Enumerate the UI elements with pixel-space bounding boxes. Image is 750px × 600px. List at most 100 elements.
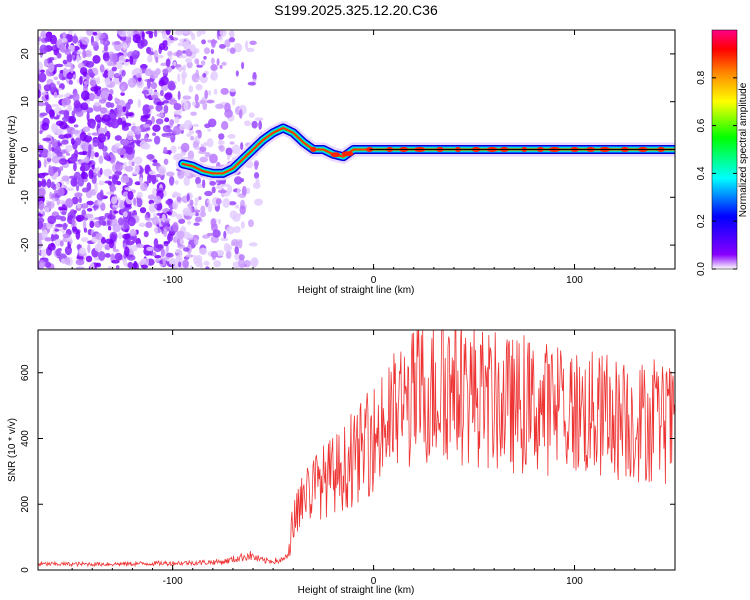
noise-blob: [116, 147, 126, 156]
noise-blob: [139, 177, 143, 186]
noise-blob: [135, 73, 142, 78]
noise-blob: [63, 94, 70, 98]
colorbar-tick-label: 0.6: [696, 118, 707, 132]
noise-blob: [145, 258, 150, 264]
noise-blob: [152, 216, 159, 226]
noise-blob: [40, 248, 47, 258]
noise-blob: [61, 139, 69, 145]
noise-blob: [106, 220, 111, 226]
noise-blob: [120, 92, 125, 96]
colorbar-tick-label: 0.8: [696, 70, 707, 84]
noise-blob: [178, 261, 182, 268]
noise-blob: [155, 244, 164, 249]
noise-blob: [182, 95, 192, 100]
noise-blob: [85, 255, 93, 263]
noise-blob: [241, 61, 245, 70]
noise-blob: [162, 31, 168, 40]
noise-blob: [155, 118, 164, 125]
noise-blob: [98, 180, 105, 186]
noise-blob: [143, 230, 149, 238]
noise-blob: [77, 177, 85, 187]
noise-blob: [62, 97, 72, 106]
noise-blob: [121, 125, 129, 131]
noise-blob: [68, 30, 73, 35]
noise-blob: [193, 254, 198, 265]
noise-blob: [68, 115, 77, 124]
noise-blob: [165, 132, 173, 136]
noise-blob: [104, 252, 111, 258]
noise-blob: [186, 133, 192, 137]
noise-blob: [131, 245, 138, 252]
noise-blob: [100, 236, 106, 245]
noise-blob: [162, 256, 166, 266]
noise-blob: [165, 30, 171, 36]
noise-blob: [121, 138, 129, 146]
noise-blob: [76, 50, 83, 55]
noise-blob: [142, 111, 147, 115]
noise-blob: [210, 218, 217, 228]
noise-blob: [61, 116, 70, 122]
noise-blob: [179, 123, 186, 131]
noise-blob: [58, 206, 62, 211]
noise-blob: [125, 152, 135, 161]
noise-blob: [156, 101, 165, 106]
noise-blob: [151, 115, 155, 124]
noise-blob: [213, 260, 222, 268]
noise-blob: [75, 229, 81, 240]
noise-blob: [116, 181, 122, 186]
noise-blob: [99, 34, 104, 45]
noise-blob: [79, 67, 88, 76]
noise-blob: [115, 265, 120, 269]
noise-blob: [38, 180, 42, 188]
noise-blob: [92, 31, 98, 36]
noise-blob: [65, 152, 71, 156]
noise-blob: [191, 101, 197, 106]
noise-blob: [126, 254, 136, 261]
noise-blob: [119, 36, 127, 41]
noise-blob: [97, 133, 106, 143]
noise-blob: [155, 68, 161, 76]
noise-blob: [169, 40, 175, 44]
noise-blob: [140, 264, 149, 269]
noise-blob: [180, 142, 190, 153]
noise-blob: [174, 180, 179, 185]
noise-blob: [51, 146, 55, 152]
noise-blob: [194, 197, 200, 203]
noise-blob: [192, 123, 200, 127]
noise-blob: [125, 102, 131, 110]
noise-blob: [145, 217, 154, 221]
noise-blob: [163, 218, 171, 222]
noise-blob: [59, 158, 68, 165]
noise-blob: [254, 117, 264, 122]
noise-blob: [134, 126, 142, 135]
noise-blob: [158, 42, 166, 51]
noise-blob: [86, 111, 90, 122]
noise-blob: [243, 120, 251, 127]
noise-blob: [254, 198, 263, 206]
noise-blob: [99, 167, 103, 176]
noise-blob: [41, 122, 49, 131]
noise-blob: [228, 30, 235, 37]
noise-blob: [114, 40, 121, 46]
noise-blob: [249, 40, 257, 46]
noise-blob: [179, 249, 183, 257]
colorbar-tick-label: 0.0: [696, 262, 707, 276]
noise-blob: [248, 112, 255, 118]
noise-blob: [229, 141, 235, 145]
noise-blob: [62, 67, 68, 78]
noise-blob: [164, 117, 170, 123]
noise-blob: [112, 248, 120, 253]
noise-blob: [43, 84, 52, 92]
noise-blob: [247, 219, 254, 228]
noise-blob: [75, 266, 85, 269]
noise-blob: [181, 74, 186, 85]
noise-blob: [140, 182, 148, 192]
noise-blob: [72, 54, 76, 58]
noise-blob: [94, 243, 103, 252]
noise-blob: [108, 175, 112, 180]
ridge-peak: [330, 152, 341, 158]
noise-blob: [122, 105, 127, 113]
noise-blob: [146, 154, 155, 160]
noise-blob: [127, 190, 134, 200]
noise-blob: [148, 51, 155, 56]
